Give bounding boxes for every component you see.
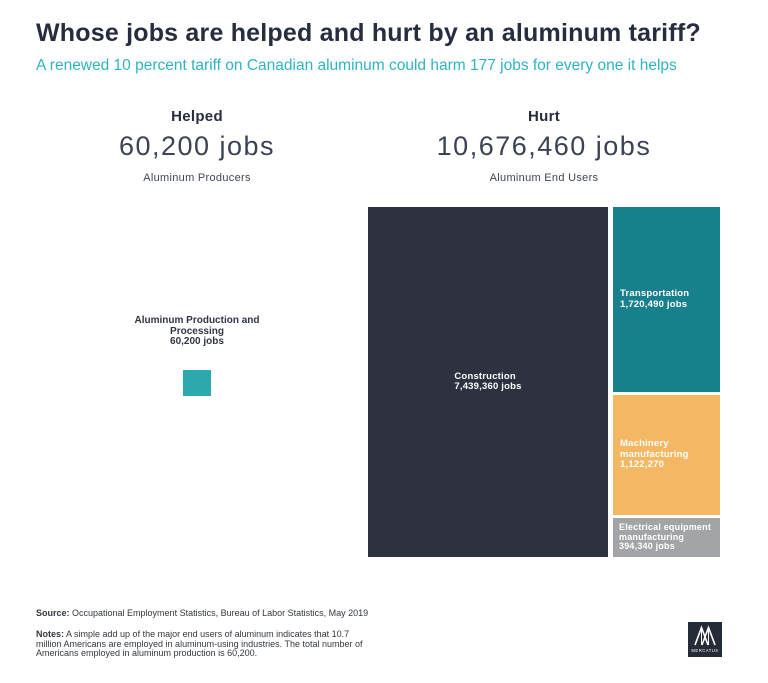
treemap-block-electrical: Electrical equipment manufacturing 394,3… [613, 518, 720, 557]
source-note: Source: Occupational Employment Statisti… [36, 608, 368, 618]
transportation-name: Transportation [620, 288, 690, 299]
notes-text: A simple add up of the major end users o… [36, 629, 363, 659]
treemap-block-transportation: Transportation 1,720,490 jobs [613, 207, 720, 392]
mercatus-logo-icon: MERCATUS [688, 622, 722, 657]
electrical-name: Electrical equipment manufacturing [619, 521, 712, 542]
hurt-summary: Hurt 10,676,460 jobs Aluminum End Users [394, 108, 694, 184]
producer-block-label: Aluminum Production and Processing 60,20… [97, 315, 297, 348]
machinery-label: Machinery manufacturing 1,122,270 [613, 439, 720, 471]
source-text: Occupational Employment Statistics, Bure… [69, 608, 369, 618]
transportation-label: Transportation 1,720,490 jobs [613, 288, 693, 310]
treemap-block-construction: Construction 7,439,360 jobs [368, 207, 608, 557]
source-label: Source: [36, 608, 70, 618]
electrical-value: 394,340 jobs [619, 541, 675, 552]
hurt-heading: Hurt [527, 108, 561, 125]
treemap-block-machinery: Machinery manufacturing 1,122,270 [613, 395, 720, 515]
machinery-value: 1,122,270 [620, 459, 665, 471]
helped-summary: Helped 60,200 jobs Aluminum Producers [47, 108, 347, 184]
electrical-label: Electrical equipment manufacturing 394,3… [613, 521, 720, 552]
producer-block-name: Aluminum Production and Processing [134, 315, 260, 337]
notes-note: Notes: A simple add up of the major end … [36, 629, 372, 659]
treemap-block-aluminum-production [183, 370, 211, 396]
hurt-total: 10,676,460 jobs [436, 131, 652, 161]
helped-category: Aluminum Producers [143, 172, 251, 184]
construction-label: Construction 7,439,360 jobs [454, 370, 522, 393]
construction-name: Construction [454, 370, 516, 382]
producer-block-value: 60,200 jobs [170, 336, 224, 347]
page-subtitle: A renewed 10 percent tariff on Canadian … [36, 57, 677, 74]
machinery-name: Machinery manufacturing [620, 438, 689, 460]
page-title: Whose jobs are helped and hurt by an alu… [36, 19, 701, 47]
mercatus-logo: MERCATUS [688, 622, 722, 657]
construction-value: 7,439,360 jobs [454, 381, 522, 392]
helped-heading: Helped [171, 108, 223, 125]
notes-label: Notes: [36, 629, 65, 639]
transportation-value: 1,720,490 jobs [620, 298, 688, 310]
mercatus-logo-text: MERCATUS [691, 648, 718, 653]
helped-total: 60,200 jobs [118, 131, 276, 161]
hurt-category: Aluminum End Users [489, 172, 599, 184]
